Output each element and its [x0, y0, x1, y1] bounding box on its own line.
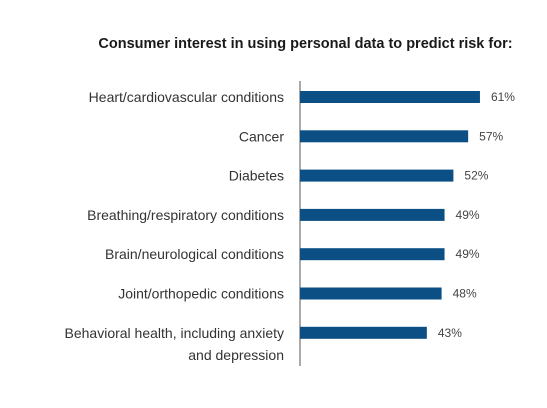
- category-label: Cancer: [239, 128, 284, 144]
- category-label: Joint/orthopedic conditions: [118, 286, 284, 302]
- data-label: 49%: [456, 247, 480, 261]
- data-label: 57%: [479, 129, 503, 143]
- category-label: Brain/neurological conditions: [105, 246, 284, 262]
- category-label: Behavioral health, including anxiety: [65, 325, 284, 341]
- bar: [300, 248, 445, 261]
- data-label: 61%: [491, 90, 515, 104]
- bar: [300, 208, 445, 221]
- data-label: 48%: [453, 287, 477, 301]
- bars-group: 61% Heart/cardiovascular conditions 57% Can…: [65, 89, 516, 363]
- category-label: Breathing/respiratory conditions: [87, 207, 284, 223]
- bar: [300, 91, 480, 103]
- category-label: Heart/cardiovascular conditions: [89, 89, 284, 105]
- category-label: and depression: [188, 347, 284, 363]
- category-label: Diabetes: [229, 168, 284, 184]
- chart-title: Consumer interest in using personal data…: [98, 36, 513, 52]
- bar: [300, 169, 454, 182]
- data-label: 43%: [438, 326, 462, 340]
- bar: [300, 130, 469, 143]
- data-label: 49%: [456, 208, 480, 222]
- bar: [300, 326, 427, 339]
- data-label: 52%: [464, 169, 488, 183]
- bar: [300, 287, 442, 300]
